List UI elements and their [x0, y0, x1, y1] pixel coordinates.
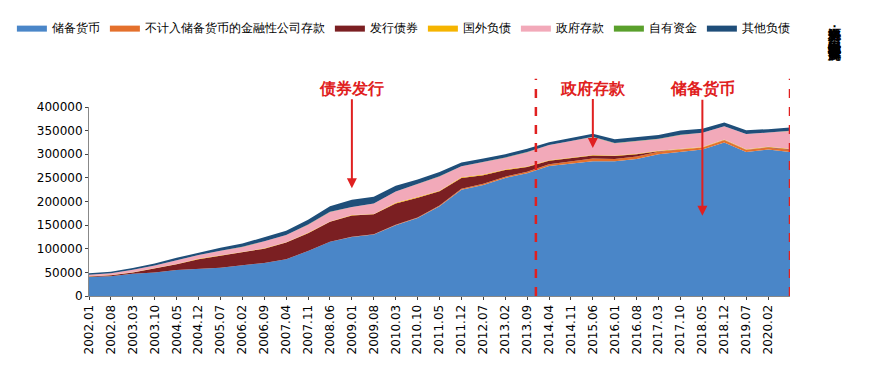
- svg-text:2008.06: 2008.06: [323, 305, 337, 355]
- svg-text:2015.06: 2015.06: [586, 305, 600, 355]
- svg-text:300000: 300000: [37, 147, 83, 161]
- svg-text:国外负债: 国外负债: [463, 21, 511, 35]
- svg-text:2004.12: 2004.12: [191, 305, 205, 355]
- html-text:资料来源：中国人民银行 华西证券研究所: 资料来源：中国人民银行 华西证券研究所: [827, 18, 842, 36]
- svg-text:400000: 400000: [37, 100, 83, 114]
- svg-text:2013.02: 2013.02: [498, 305, 512, 355]
- svg-text:政府存款: 政府存款: [556, 21, 604, 35]
- svg-text:2009.08: 2009.08: [367, 305, 381, 355]
- svg-text:2011.12: 2011.12: [454, 305, 468, 355]
- svg-text:0: 0: [75, 289, 83, 303]
- svg-text:发行债券: 发行债券: [370, 21, 418, 35]
- svg-text:储备货币: 储备货币: [670, 79, 735, 98]
- svg-text:2006.02: 2006.02: [235, 305, 249, 355]
- svg-text:2018.12: 2018.12: [717, 305, 731, 355]
- svg-text:2005.07: 2005.07: [213, 305, 227, 355]
- svg-text:2007.04: 2007.04: [279, 305, 293, 355]
- svg-text:250000: 250000: [37, 171, 83, 185]
- svg-text:350000: 350000: [37, 124, 83, 138]
- svg-text:2009.01: 2009.01: [345, 305, 359, 355]
- svg-text:150000: 150000: [37, 218, 83, 232]
- svg-text:2020.02: 2020.02: [761, 305, 775, 355]
- svg-text:2006.09: 2006.09: [257, 305, 271, 355]
- svg-text:2010.03: 2010.03: [389, 305, 403, 355]
- svg-text:100000: 100000: [37, 242, 83, 256]
- svg-text:2011.05: 2011.05: [432, 305, 446, 355]
- svg-text:2018.05: 2018.05: [695, 305, 709, 355]
- svg-text:2003.10: 2003.10: [148, 305, 162, 355]
- svg-text:2002.01: 2002.01: [82, 305, 96, 355]
- svg-text:2002.08: 2002.08: [104, 305, 118, 355]
- svg-text:2017.10: 2017.10: [673, 305, 687, 355]
- svg-text:不计入储备货币的金融性公司存款: 不计入储备货币的金融性公司存款: [145, 21, 325, 35]
- svg-text:2016.08: 2016.08: [630, 305, 644, 355]
- svg-text:其他负债: 其他负债: [742, 21, 790, 35]
- svg-text:50000: 50000: [44, 266, 82, 280]
- svg-text:2007.11: 2007.11: [301, 305, 315, 355]
- svg-text:2004.05: 2004.05: [170, 305, 184, 355]
- svg-text:2003.03: 2003.03: [126, 305, 140, 355]
- svg-text:2012.07: 2012.07: [476, 305, 490, 355]
- svg-text:债券发行: 债券发行: [319, 79, 384, 98]
- svg-text:自有资金: 自有资金: [649, 21, 697, 35]
- svg-text:2016.01: 2016.01: [608, 305, 622, 355]
- svg-text:政府存款: 政府存款: [560, 79, 626, 98]
- svg-text:2017.03: 2017.03: [651, 305, 665, 355]
- svg-text:2014.04: 2014.04: [542, 305, 556, 355]
- svg-text:2013.09: 2013.09: [520, 305, 534, 355]
- svg-text:2014.11: 2014.11: [564, 305, 578, 355]
- svg-text:200000: 200000: [37, 195, 83, 209]
- svg-text:2019.07: 2019.07: [739, 305, 753, 355]
- svg-text:2010.10: 2010.10: [410, 305, 424, 355]
- svg-text:储备货币: 储备货币: [52, 21, 100, 35]
